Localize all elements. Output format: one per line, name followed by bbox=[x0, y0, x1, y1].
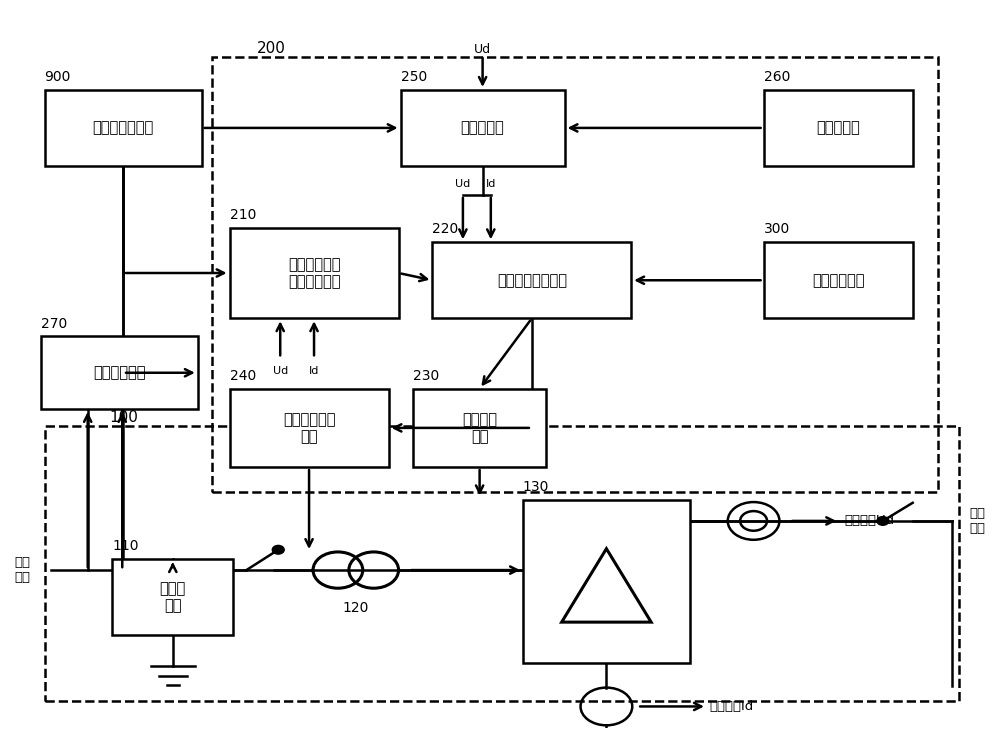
Bar bbox=[401, 90, 565, 166]
Text: 260: 260 bbox=[764, 70, 790, 84]
Text: 130: 130 bbox=[523, 480, 549, 494]
Text: 210: 210 bbox=[230, 208, 256, 222]
Text: 230: 230 bbox=[413, 369, 440, 383]
Bar bbox=[764, 242, 913, 318]
Text: 200: 200 bbox=[257, 41, 286, 56]
Circle shape bbox=[877, 517, 889, 526]
Text: 250: 250 bbox=[401, 70, 427, 84]
Bar bbox=[41, 336, 198, 409]
Bar bbox=[45, 426, 959, 700]
Text: 100: 100 bbox=[110, 410, 139, 425]
Bar bbox=[212, 57, 938, 493]
Text: Ud: Ud bbox=[273, 366, 288, 376]
Bar bbox=[45, 90, 202, 166]
Text: 无功功率控制: 无功功率控制 bbox=[93, 366, 145, 380]
Text: 过负荷控制: 过负荷控制 bbox=[816, 121, 860, 135]
Bar bbox=[230, 227, 399, 318]
Text: 直流电流Id: 直流电流Id bbox=[710, 700, 754, 713]
Text: 900: 900 bbox=[45, 70, 71, 84]
Text: 110: 110 bbox=[112, 539, 139, 553]
Text: 直流
线路: 直流 线路 bbox=[969, 507, 985, 535]
Text: 换流变分接头
控制: 换流变分接头 控制 bbox=[283, 412, 335, 444]
Bar bbox=[413, 389, 546, 467]
Text: Ud: Ud bbox=[455, 179, 471, 189]
Text: 120: 120 bbox=[343, 601, 369, 615]
Bar bbox=[112, 559, 233, 635]
Text: 极功率控制: 极功率控制 bbox=[461, 121, 504, 135]
Text: 220: 220 bbox=[432, 222, 459, 236]
Text: 交流
线路: 交流 线路 bbox=[15, 556, 31, 584]
Bar bbox=[432, 242, 631, 318]
Circle shape bbox=[272, 545, 284, 554]
Text: Id: Id bbox=[486, 179, 496, 189]
Text: 直流电压Ud: 直流电压Ud bbox=[844, 515, 894, 528]
Text: Ud: Ud bbox=[474, 43, 491, 56]
Bar bbox=[764, 90, 913, 166]
Bar bbox=[523, 500, 690, 663]
Text: 240: 240 bbox=[230, 369, 256, 383]
Text: 300: 300 bbox=[764, 222, 790, 236]
Text: 直流系统保护: 直流系统保护 bbox=[812, 273, 864, 288]
Text: 触发脉冲
产生: 触发脉冲 产生 bbox=[462, 412, 497, 444]
Text: Id: Id bbox=[309, 366, 319, 376]
Text: 角度、电流电
压基准值计算: 角度、电流电 压基准值计算 bbox=[288, 257, 340, 289]
Text: 交流滤
波器: 交流滤 波器 bbox=[160, 581, 186, 613]
Text: 运行控制工作站: 运行控制工作站 bbox=[92, 121, 154, 135]
Text: 270: 270 bbox=[41, 317, 67, 330]
Text: 换流器触发角控制: 换流器触发角控制 bbox=[497, 273, 567, 288]
Bar bbox=[230, 389, 389, 467]
